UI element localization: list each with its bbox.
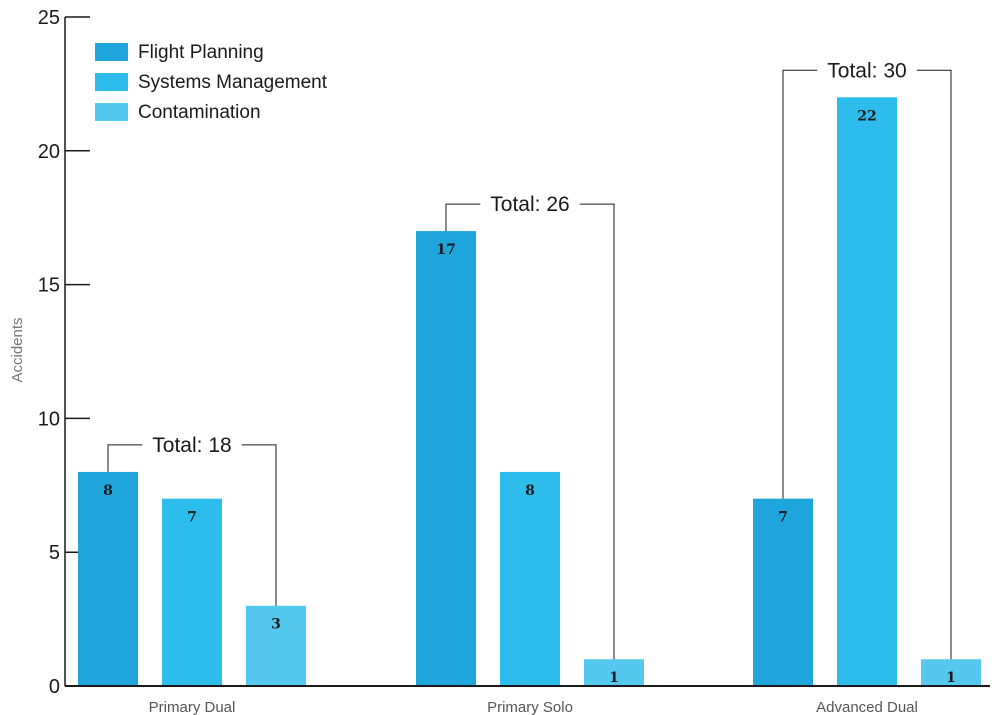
legend: Flight Planning Systems Management Contami… bbox=[95, 42, 328, 123]
legend-swatch-1 bbox=[95, 73, 128, 91]
y-tick-label-15: 15 bbox=[38, 275, 60, 297]
total-label-0: Total: 18 bbox=[152, 434, 231, 457]
legend-swatch-0 bbox=[95, 43, 128, 61]
x-category-label: Advanced Dual bbox=[816, 699, 918, 715]
bar-flight-planning-1 bbox=[416, 231, 476, 686]
legend-label-1: Systems Management bbox=[138, 72, 328, 93]
bar-flight-planning-2 bbox=[753, 498, 813, 686]
legend-label-2: Contamination bbox=[138, 102, 261, 123]
x-category-label: Primary Solo bbox=[487, 699, 573, 715]
total-bracket-right-0 bbox=[241, 444, 277, 606]
bar-systems-management-2 bbox=[837, 97, 897, 686]
total-bracket-right-1 bbox=[579, 203, 615, 660]
total-bracket-left-2 bbox=[782, 69, 818, 499]
total-bracket-right-2 bbox=[916, 69, 952, 660]
bar-value-label: 1 bbox=[946, 670, 956, 686]
y-tick-label-20: 20 bbox=[38, 141, 60, 163]
total-label-1: Total: 26 bbox=[490, 193, 569, 216]
y-tick-label-10: 10 bbox=[38, 408, 60, 430]
bar-value-label: 3 bbox=[271, 617, 281, 633]
bar-value-label: 22 bbox=[857, 108, 876, 124]
y-tick-label-0: 0 bbox=[49, 676, 60, 698]
legend-swatch-2 bbox=[95, 103, 128, 121]
x-category-label: Primary Dual bbox=[149, 699, 236, 715]
bar-contamination-1 bbox=[584, 659, 644, 686]
legend-label-0: Flight Planning bbox=[138, 42, 264, 63]
bar-systems-management-0 bbox=[162, 498, 222, 686]
bar-contamination-2 bbox=[921, 659, 981, 686]
total-bracket-left-1 bbox=[445, 203, 481, 232]
total-bracket-left-0 bbox=[107, 444, 143, 472]
bar-value-label: 7 bbox=[187, 510, 197, 526]
y-axis: 0 5 10 15 20 25 bbox=[38, 7, 90, 698]
total-label-2: Total: 30 bbox=[827, 59, 906, 82]
y-tick-label-5: 5 bbox=[49, 542, 60, 564]
bar-flight-planning-0 bbox=[78, 471, 138, 686]
bar-value-label: 7 bbox=[778, 510, 788, 526]
bar-systems-management-1 bbox=[500, 471, 560, 686]
x-axis: Primary Dual Primary Solo Advanced Dual bbox=[65, 685, 990, 715]
bar-value-label: 1 bbox=[609, 670, 619, 686]
bar-value-label: 17 bbox=[436, 242, 455, 258]
bar-value-label: 8 bbox=[103, 483, 113, 499]
y-tick-label-25: 25 bbox=[38, 7, 60, 29]
total-annotations: Total: 18 Total: 26 Total: 30 bbox=[107, 59, 952, 660]
bar-value-label: 8 bbox=[525, 483, 535, 499]
y-axis-title: Accidents bbox=[9, 317, 26, 382]
bar-contamination-0 bbox=[246, 605, 306, 686]
